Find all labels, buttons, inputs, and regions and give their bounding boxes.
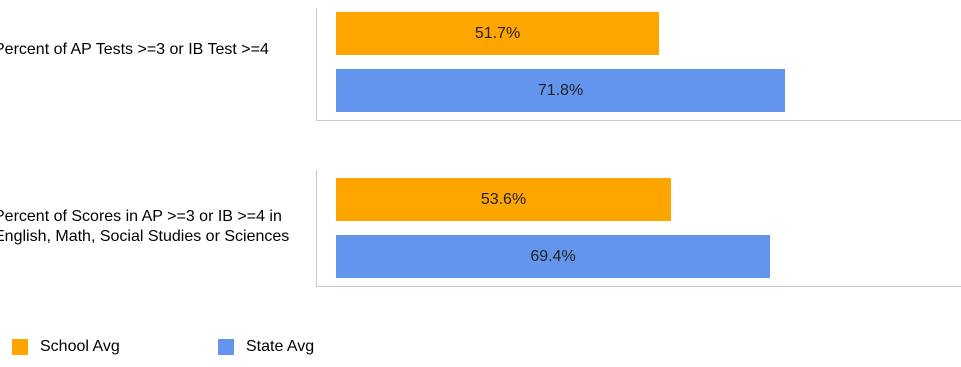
legend-swatch-state-avg (218, 339, 234, 355)
value-axis-1 (316, 8, 317, 120)
category-axis-1 (316, 120, 961, 121)
data-label-state-avg-2: 69.4% (530, 247, 576, 265)
legend: School Avg State Avg (0, 338, 961, 360)
data-label-school-avg-2: 53.6% (480, 190, 527, 208)
category-label-2: Percent of Scores in AP >=3 or IB >=4 in… (0, 208, 290, 245)
category-axis-2 (316, 286, 961, 287)
bar-state-avg-2: 69.4% (336, 235, 770, 278)
bar-state-avg-1: 71.8% (336, 69, 785, 112)
bar-school-avg-1: 51.7% (336, 12, 659, 55)
data-label-state-avg-1: 71.8% (537, 81, 584, 99)
data-label-school-avg-1: 51.7% (474, 24, 521, 42)
legend-label-state-avg: State Avg (246, 338, 315, 355)
bar-school-avg-2: 53.6% (336, 178, 671, 221)
category-label-1: Percent of AP Tests >=3 or IB Test >=4 (0, 41, 269, 58)
legend-label-school-avg: School Avg (40, 338, 120, 355)
legend-item-state-avg: State Avg (218, 338, 314, 356)
legend-item-school-avg: School Avg (12, 338, 120, 356)
legend-swatch-school-avg (12, 339, 28, 355)
value-axis-2 (316, 170, 317, 286)
